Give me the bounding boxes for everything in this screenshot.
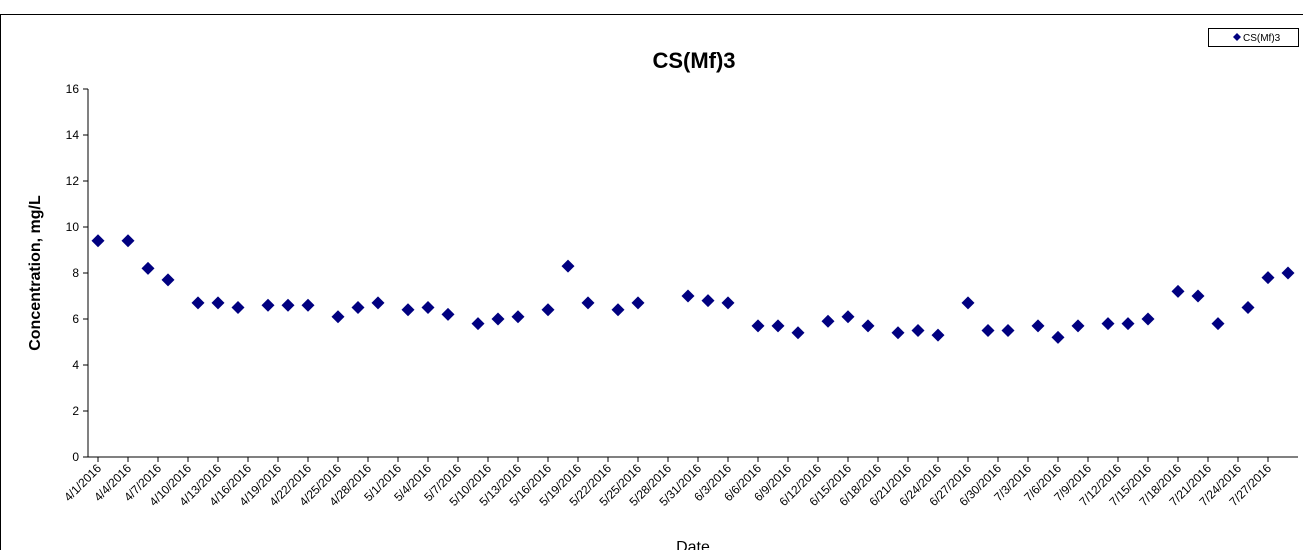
y-tick-label: 2: [72, 404, 79, 418]
data-point: [861, 319, 875, 333]
data-point: [561, 259, 575, 273]
data-point: [701, 294, 715, 308]
y-tick-label: 4: [72, 358, 79, 372]
data-point: [821, 314, 835, 328]
data-point: [1141, 312, 1155, 326]
data-point: [751, 319, 765, 333]
data-point: [721, 296, 735, 310]
legend-label: CS(Mf)3: [1243, 33, 1281, 44]
chart-frame: [0, 14, 1303, 550]
legend-box: [1208, 28, 1299, 47]
data-point: [771, 319, 785, 333]
data-point: [191, 296, 205, 310]
data-point: [261, 298, 275, 312]
data-point: [331, 310, 345, 324]
data-point: [541, 303, 555, 317]
y-tick-label: 8: [72, 266, 79, 280]
data-point: [1121, 317, 1135, 331]
data-point: [631, 296, 645, 310]
y-tick-label: 12: [66, 174, 80, 188]
data-point: [351, 301, 365, 314]
data-point: [841, 310, 855, 324]
data-point: [211, 296, 225, 310]
data-point: [511, 310, 525, 324]
data-point: [141, 261, 155, 275]
data-point: [1001, 324, 1015, 337]
data-point: [371, 296, 385, 310]
data-point: [681, 289, 695, 303]
data-point: [231, 301, 245, 314]
data-point: [121, 234, 135, 248]
data-point: [581, 296, 595, 310]
data-point: [441, 307, 455, 321]
data-point: [1101, 317, 1115, 331]
y-tick-label: 14: [66, 128, 80, 142]
data-point: [1281, 266, 1295, 280]
y-axis-label: Concentration, mg/L: [27, 195, 44, 351]
data-point: [931, 328, 945, 342]
data-point: [1191, 289, 1205, 303]
y-tick-label: 0: [72, 450, 79, 464]
data-point: [1171, 284, 1185, 298]
data-point: [471, 317, 485, 331]
data-point: [491, 312, 505, 326]
data-point: [1241, 301, 1255, 314]
legend-marker: [1233, 33, 1241, 41]
x-axis-label: Date: [676, 539, 710, 550]
data-point: [1071, 319, 1085, 333]
data-point: [1031, 319, 1045, 333]
data-point: [791, 326, 805, 340]
data-point: [161, 273, 175, 287]
data-point: [1261, 271, 1275, 285]
data-point: [891, 326, 905, 340]
data-point: [611, 303, 625, 317]
data-point: [91, 234, 105, 248]
data-point: [1051, 330, 1065, 344]
data-point: [911, 324, 925, 337]
data-point: [301, 298, 315, 312]
data-point: [961, 296, 975, 310]
data-point: [1211, 317, 1225, 331]
y-tick-label: 10: [66, 220, 80, 234]
data-point: [401, 303, 415, 317]
y-tick-label: 6: [72, 312, 79, 326]
data-point: [281, 298, 295, 312]
data-point: [421, 301, 435, 314]
chart-title: CS(Mf)3: [652, 48, 735, 73]
data-point: [981, 324, 995, 337]
y-tick-label: 16: [66, 82, 80, 96]
